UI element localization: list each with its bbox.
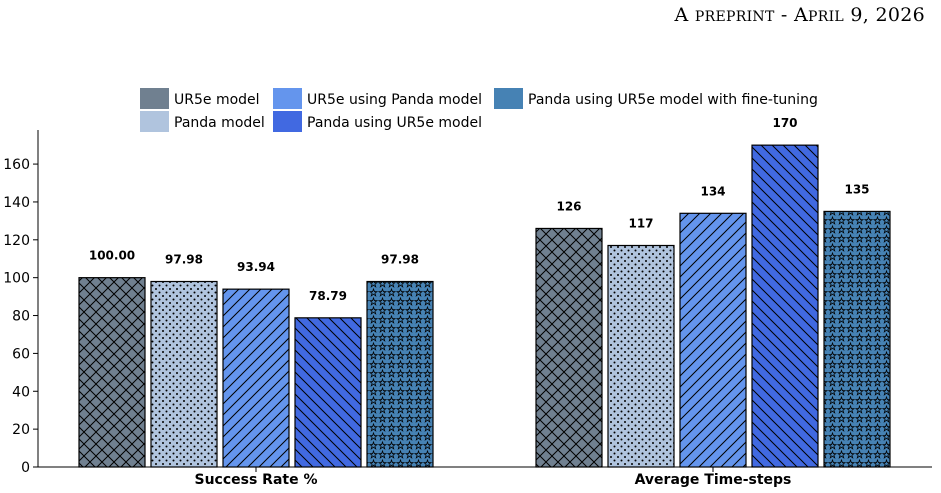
legend-swatch [273, 88, 302, 109]
y-tick-label: 60 [12, 346, 30, 362]
x-category-label: Success Rate % [195, 472, 318, 488]
header-preprint: PREPRINT [694, 9, 775, 25]
y-tick-label: 120 [3, 233, 30, 249]
legend-swatch [273, 111, 302, 132]
bar-value-label: 170 [772, 116, 797, 130]
y-tick-label: 20 [12, 422, 30, 438]
page-header: A PREPRINT - APRIL 9, 2026 [675, 4, 925, 26]
legend-label: UR5e using Panda model [307, 92, 482, 108]
y-tick-label: 100 [3, 271, 30, 287]
bars [78, 144, 891, 468]
legend-label: Panda using UR5e model [307, 115, 482, 131]
bar-hatch [535, 227, 603, 468]
bar-value-label: 78.79 [309, 289, 347, 303]
bar-hatch [222, 288, 290, 468]
legend-label: Panda using UR5e model with fine-tuning [528, 92, 818, 108]
bar-hatch [294, 317, 362, 468]
bar-value-label: 135 [844, 182, 869, 196]
legend-label: Panda model [174, 115, 265, 131]
bar-value-label: 117 [628, 216, 653, 230]
header-separator: - [774, 4, 794, 26]
header-date: 9, 2026 [844, 4, 925, 26]
bar-value-label: 97.98 [165, 252, 203, 266]
x-category-label: Average Time-steps [635, 472, 792, 488]
header-month-rest: PRIL [808, 9, 845, 25]
y-tick-label: 80 [12, 309, 30, 325]
legend: UR5e model Panda model UR5e using Panda mo… [140, 88, 818, 132]
bar-value-label: 100.00 [89, 249, 135, 263]
header-month-cap: A [794, 4, 809, 26]
bar-hatch [150, 280, 218, 468]
bar-hatch [366, 280, 434, 468]
legend-swatch [140, 88, 169, 109]
y-tick-label: 40 [12, 384, 30, 400]
bar-hatch [679, 212, 747, 468]
bar-value-label: 134 [700, 184, 725, 198]
legend-swatch [494, 88, 523, 109]
bar-hatch [823, 210, 891, 468]
legend-label: UR5e model [174, 92, 260, 108]
bar-value-label: 97.98 [381, 252, 419, 266]
y-tick-label: 0 [21, 460, 30, 476]
y-tick-label: 140 [3, 195, 30, 211]
data-labels: 100.00 97.98 93.94 78.79 97.98 126 117 134 170 13… [89, 116, 870, 303]
bar-value-label: 126 [556, 199, 581, 213]
y-tick-label: 160 [3, 157, 30, 173]
legend-swatch [140, 111, 169, 132]
bar-value-label: 93.94 [237, 260, 275, 274]
bar-hatch [78, 277, 146, 468]
header-lead: A [674, 4, 689, 26]
bar-hatch [751, 144, 819, 468]
bar-hatch [607, 244, 675, 468]
